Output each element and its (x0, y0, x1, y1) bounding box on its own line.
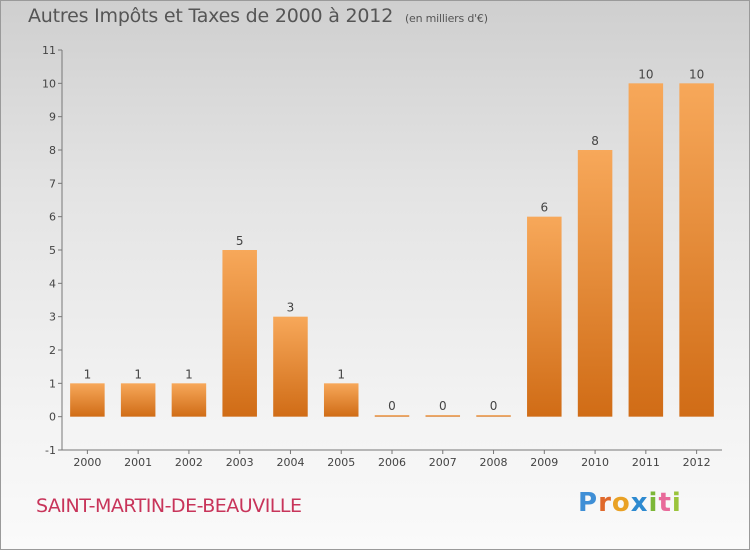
y-tick-label: 4 (49, 277, 56, 290)
x-tick-label: 2006 (378, 456, 406, 469)
y-tick-label: 11 (42, 44, 56, 57)
data-label: 1 (337, 367, 345, 381)
bar-2000 (70, 383, 105, 417)
data-label: 0 (490, 399, 498, 413)
y-tick-label: 5 (49, 244, 56, 257)
x-tick-label: 2003 (226, 456, 254, 469)
x-tick-label: 2007 (429, 456, 457, 469)
data-label: 1 (134, 367, 142, 381)
y-tick-label: 8 (49, 144, 56, 157)
x-tick-label: 2009 (530, 456, 558, 469)
x-tick-label: 2005 (327, 456, 355, 469)
y-tick-label: 10 (42, 77, 56, 90)
bar-2005 (323, 383, 359, 417)
logo-letter: x (630, 488, 649, 518)
y-tick-label: 9 (49, 111, 56, 124)
x-tick-label: 2002 (175, 456, 203, 469)
logo-letter: i (671, 488, 682, 518)
bar-2002 (171, 383, 207, 417)
x-tick-label: 2010 (581, 456, 609, 469)
y-tick-label: 0 (49, 411, 56, 424)
logo-letter: i (648, 488, 659, 518)
x-tick-label: 2011 (632, 456, 660, 469)
logo-letter: t (658, 488, 672, 518)
bar-2004 (273, 316, 308, 417)
x-tick-label: 2008 (480, 456, 508, 469)
chart-title-main: Autres Impôts et Taxes de 2000 à 2012 (28, 5, 394, 27)
data-label: 0 (439, 399, 447, 413)
bar-2009 (527, 216, 562, 417)
bar-2012 (679, 83, 714, 417)
x-tick-label: 2004 (276, 456, 304, 469)
data-label: 1 (185, 367, 193, 381)
y-tick-label: 2 (49, 344, 56, 357)
commune-name: SAINT-MARTIN-DE-BEAUVILLE (36, 495, 302, 517)
data-label: 1 (84, 367, 92, 381)
x-tick-label: 2001 (124, 456, 152, 469)
bar-2007 (425, 415, 461, 417)
bar-2003 (222, 250, 257, 417)
bar-2001 (120, 383, 156, 417)
y-tick-label: 3 (49, 311, 56, 324)
chart-bars (70, 83, 714, 417)
data-label: 8 (591, 134, 599, 148)
data-label: 3 (287, 301, 295, 315)
data-label: 10 (638, 67, 653, 81)
x-tick-label: 2000 (73, 456, 101, 469)
y-tick-label: 1 (49, 377, 56, 390)
y-tick-label: 7 (49, 177, 56, 190)
logo-letter: P (578, 488, 599, 518)
data-label: 10 (689, 67, 704, 81)
chart-title-unit: (en milliers d'€) (404, 12, 488, 25)
proxiti-logo: Proxiti (578, 488, 682, 518)
logo-letter: r (598, 488, 612, 518)
logo-letter: o (611, 488, 631, 518)
bar-2010 (577, 150, 613, 417)
data-label: 0 (388, 399, 396, 413)
bar-2006 (374, 415, 410, 417)
chart-labels: 1 2000 1 2001 1 2002 5 2003 3 2004 1 2005 0 2006 0 2007… (73, 67, 710, 469)
bar-2008 (476, 415, 511, 417)
chart-title: Autres Impôts et Taxes de 2000 à 2012 (e… (28, 5, 488, 27)
data-label: 6 (540, 201, 548, 215)
bar-2011 (628, 83, 664, 417)
x-tick-label: 2012 (683, 456, 711, 469)
y-tick-label: 6 (49, 211, 56, 224)
data-label: 5 (236, 234, 244, 248)
y-tick-label: -1 (45, 444, 56, 457)
